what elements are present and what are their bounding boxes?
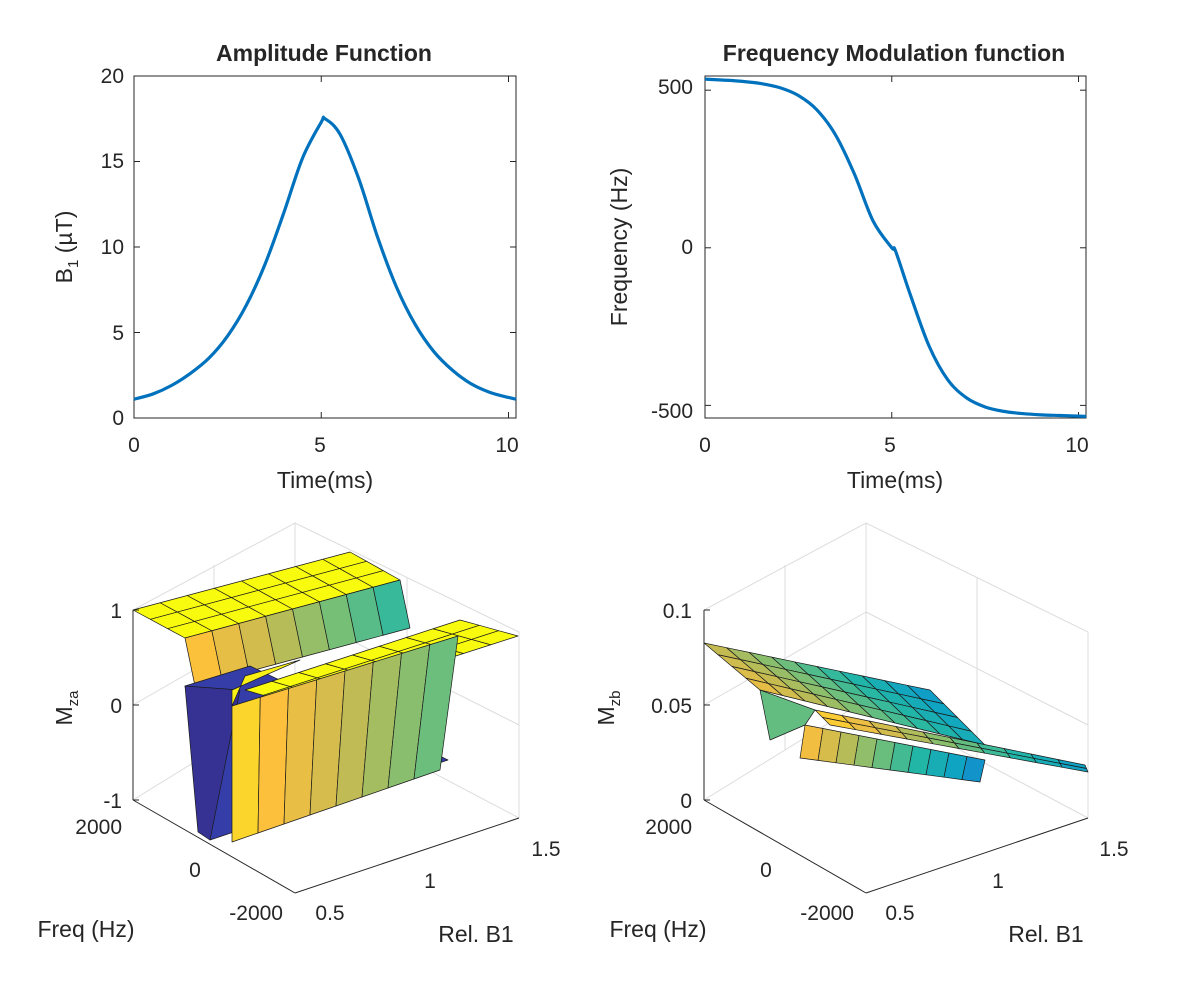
amplitude-title: Amplitude Function	[216, 40, 432, 66]
mzb-axes	[703, 609, 1089, 894]
mzb-ytick-1: 0	[760, 859, 772, 882]
mzb-ytick-2: 2000	[645, 816, 692, 839]
mzb-ytick-0: -2000	[800, 902, 854, 925]
mzb-left-fold	[759, 689, 816, 741]
mzb-zlabel-main: M	[593, 706, 619, 725]
mza-trough-left-wall	[184, 685, 241, 841]
mza-front-wall-strip	[413, 635, 459, 780]
frequency-ylabel: Frequency (Hz)	[606, 168, 632, 326]
mza-ztick-2: 1	[110, 600, 122, 623]
amplitude-axes-box	[133, 75, 517, 419]
amplitude-xlabel: Time(ms)	[277, 467, 373, 493]
frequency-xtick-0: 0	[699, 434, 711, 457]
frequency-axes-box	[704, 75, 1087, 419]
mzb-ylabel: Freq (Hz)	[609, 916, 706, 942]
mza-ytick-0: -2000	[229, 902, 283, 925]
mzb-zlabel-sub: zb	[607, 690, 624, 706]
amplitude-xtick-0: 0	[128, 434, 140, 457]
amplitude-axes	[133, 75, 517, 419]
mzb-ztick-1: 0.05	[651, 695, 692, 718]
frequency-ytick-2: 500	[658, 76, 693, 99]
mzb-front-strip	[961, 756, 986, 783]
frequency-xtick-2: 10	[1065, 434, 1088, 457]
mza-zlabel-main: M	[51, 706, 77, 725]
mzb-xtick-1: 1	[992, 870, 1004, 893]
mza-zlabel: Mza	[51, 690, 82, 726]
mzb-surface	[703, 642, 1089, 783]
mzb-xlabel: Rel. B1	[1008, 921, 1083, 947]
mza-surface-chart: -1 0 1 2000 0 -2000 0.5 1 1.5 Freq (Hz) …	[37, 522, 561, 947]
mza-xlabel: Rel. B1	[438, 921, 513, 947]
mzb-ztick-0: 0	[680, 790, 692, 813]
amplitude-ylabel-rest: (µT)	[51, 211, 77, 260]
mza-back-wall-strip	[372, 579, 411, 636]
amplitude-ytick-2: 10	[101, 236, 124, 259]
amplitude-ytick-3: 15	[101, 150, 124, 173]
frequency-xlabel: Time(ms)	[847, 467, 943, 493]
mzb-xtick-0: 0.5	[885, 902, 914, 925]
frequency-xtick-1: 5	[884, 434, 896, 457]
mzb-xtick-2: 1.5	[1099, 838, 1128, 861]
mza-axes	[132, 609, 520, 894]
frequency-axes	[704, 75, 1087, 419]
amplitude-ytick-1: 5	[112, 322, 124, 345]
amplitude-xtick-1: 5	[314, 434, 326, 457]
mzb-surface-chart: 0 0.05 0.1 2000 0 -2000 0.5 1 1.5 Freq (…	[593, 522, 1129, 947]
mzb-zlabel: Mzb	[593, 690, 624, 725]
mza-surface	[132, 551, 519, 843]
frequency-chart: Frequency Modulation function 0 5 10 -50…	[606, 40, 1089, 493]
mza-ylabel: Freq (Hz)	[37, 916, 134, 942]
amplitude-ytick-4: 20	[101, 65, 124, 88]
mza-ytick-2: 2000	[75, 816, 122, 839]
amplitude-series-line	[133, 115, 517, 401]
frequency-ytick-0: -500	[651, 400, 693, 423]
mza-ztick-1: 0	[110, 695, 122, 718]
mza-xtick-2: 1.5	[531, 838, 560, 861]
frequency-title: Frequency Modulation function	[723, 40, 1065, 66]
mzb-front-sheet-cell	[1059, 763, 1089, 773]
frequency-series-line	[704, 77, 1087, 419]
mza-front-plateau-cell	[471, 630, 519, 646]
amplitude-ylabel-main: B	[51, 268, 77, 283]
mza-ztick-0: -1	[103, 790, 122, 813]
mza-zlabel-sub: za	[65, 690, 82, 707]
mzb-ztick-2: 0.1	[663, 600, 692, 623]
mza-front-wall-strip	[231, 696, 261, 843]
amplitude-xtick-2: 10	[495, 434, 518, 457]
amplitude-ytick-0: 0	[112, 407, 124, 430]
mza-front-wall-strip	[257, 688, 289, 834]
frequency-ytick-1: 0	[681, 236, 693, 259]
amplitude-chart: Amplitude Function 0 5 10 0 5 10 15 20 T…	[51, 40, 519, 493]
mza-ytick-1: 0	[189, 859, 201, 882]
mza-front-edge-cap	[231, 659, 301, 707]
amplitude-ylabel: B1 (µT)	[51, 211, 82, 284]
mza-xtick-0: 0.5	[315, 902, 344, 925]
mza-xtick-1: 1	[424, 870, 436, 893]
amplitude-ylabel-sub: 1	[65, 260, 82, 268]
